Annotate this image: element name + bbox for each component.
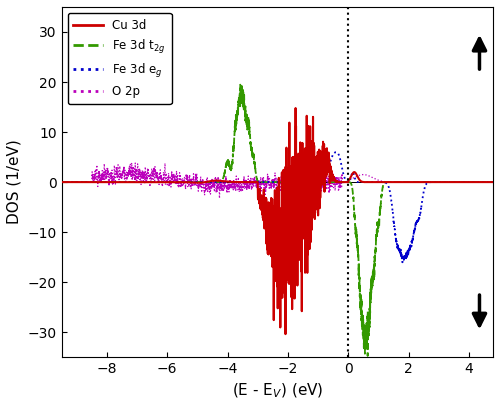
Legend: Cu 3d, Fe 3d t$_{2g}$, Fe 3d e$_g$, O 2p: Cu 3d, Fe 3d t$_{2g}$, Fe 3d e$_g$, O 2p	[68, 13, 172, 104]
X-axis label: (E - E$_V$) (eV): (E - E$_V$) (eV)	[232, 382, 323, 400]
Y-axis label: DOS (1/eV): DOS (1/eV)	[7, 140, 22, 225]
